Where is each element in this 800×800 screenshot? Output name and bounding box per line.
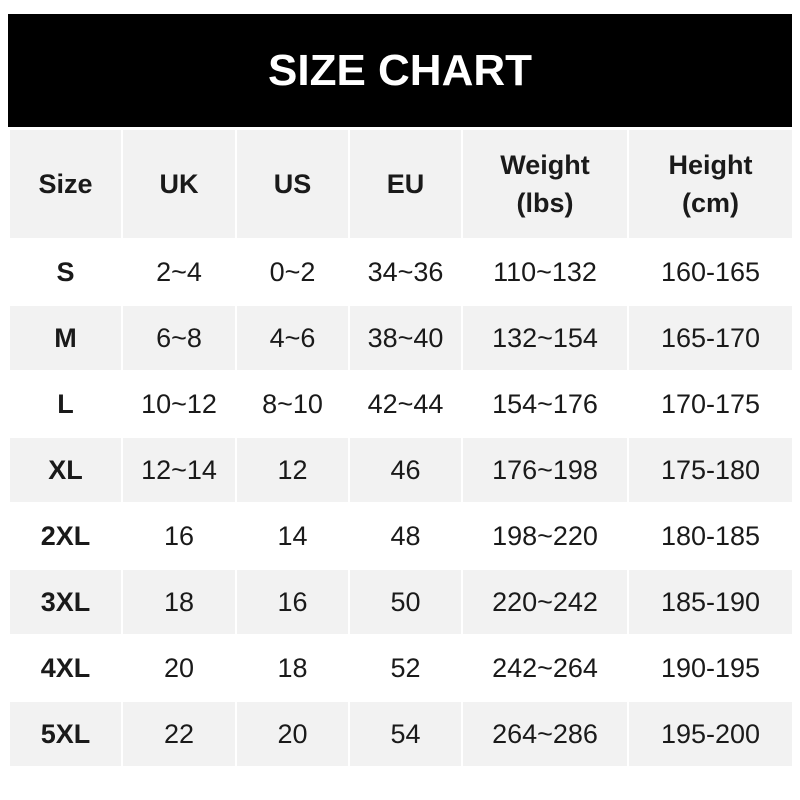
table-cell: 0~2 bbox=[235, 238, 350, 306]
table-cell: 180-185 bbox=[627, 502, 794, 570]
table-cell: 48 bbox=[348, 502, 463, 570]
table-cell: 14 bbox=[235, 502, 350, 570]
table-row: S 2~4 0~2 34~36 110~132 160-165 bbox=[8, 238, 794, 306]
column-header: US bbox=[235, 128, 350, 240]
table-cell: 20 bbox=[235, 700, 350, 768]
table-cell: 12~14 bbox=[121, 436, 237, 504]
table-cell: 16 bbox=[235, 568, 350, 636]
table-cell: 20 bbox=[121, 634, 237, 702]
table-cell: 242~264 bbox=[461, 634, 629, 702]
table-cell: 34~36 bbox=[348, 238, 463, 306]
column-header-text: US bbox=[273, 169, 312, 199]
table-row: 5XL 22 20 54 264~286 195-200 bbox=[8, 700, 794, 768]
table-cell: 160-165 bbox=[627, 238, 794, 306]
size-chart-table: Size UK US EU Weight (lbs) Height (cm) S 2~4 0~2 3… bbox=[8, 128, 794, 768]
size-cell: XL bbox=[8, 436, 123, 504]
table-cell: 52 bbox=[348, 634, 463, 702]
column-header-text: (cm) bbox=[681, 188, 739, 218]
header-row: Size UK US EU Weight (lbs) Height (cm) bbox=[8, 128, 794, 240]
table-row: 3XL 18 16 50 220~242 185-190 bbox=[8, 568, 794, 636]
table-cell: 132~154 bbox=[461, 304, 629, 372]
size-cell: L bbox=[8, 370, 123, 438]
table-cell: 50 bbox=[348, 568, 463, 636]
table-cell: 18 bbox=[235, 634, 350, 702]
column-header-text: Size bbox=[38, 169, 93, 199]
size-cell: 3XL bbox=[8, 568, 123, 636]
table-cell: 176~198 bbox=[461, 436, 629, 504]
table-cell: 2~4 bbox=[121, 238, 237, 306]
table-cell: 22 bbox=[121, 700, 237, 768]
table-cell: 198~220 bbox=[461, 502, 629, 570]
column-header: EU bbox=[348, 128, 463, 240]
size-cell: S bbox=[8, 238, 123, 306]
table-cell: 16 bbox=[121, 502, 237, 570]
table-cell: 110~132 bbox=[461, 238, 629, 306]
column-header: UK bbox=[121, 128, 237, 240]
table-cell: 12 bbox=[235, 436, 350, 504]
table-cell: 38~40 bbox=[348, 304, 463, 372]
column-header: Weight (lbs) bbox=[461, 128, 629, 240]
table-cell: 8~10 bbox=[235, 370, 350, 438]
column-header-text: UK bbox=[159, 169, 199, 199]
size-cell: 4XL bbox=[8, 634, 123, 702]
table-cell: 185-190 bbox=[627, 568, 794, 636]
table-row: XL 12~14 12 46 176~198 175-180 bbox=[8, 436, 794, 504]
table-row: L 10~12 8~10 42~44 154~176 170-175 bbox=[8, 370, 794, 438]
column-header-text: Height bbox=[668, 150, 753, 180]
size-cell: M bbox=[8, 304, 123, 372]
table-cell: 4~6 bbox=[235, 304, 350, 372]
table-row: 2XL 16 14 48 198~220 180-185 bbox=[8, 502, 794, 570]
table-cell: 42~44 bbox=[348, 370, 463, 438]
table-cell: 46 bbox=[348, 436, 463, 504]
table-cell: 175-180 bbox=[627, 436, 794, 504]
table-cell: 10~12 bbox=[121, 370, 237, 438]
table-cell: 220~242 bbox=[461, 568, 629, 636]
column-header: Size bbox=[8, 128, 123, 240]
column-header-text: EU bbox=[386, 169, 425, 199]
table-cell: 18 bbox=[121, 568, 237, 636]
table-cell: 165-170 bbox=[627, 304, 794, 372]
size-cell: 5XL bbox=[8, 700, 123, 768]
table-cell: 195-200 bbox=[627, 700, 794, 768]
page-title: SIZE CHART bbox=[8, 14, 792, 127]
table-row: M 6~8 4~6 38~40 132~154 165-170 bbox=[8, 304, 794, 372]
column-header-text: Weight bbox=[500, 150, 590, 180]
table-row: 4XL 20 18 52 242~264 190-195 bbox=[8, 634, 794, 702]
table-cell: 154~176 bbox=[461, 370, 629, 438]
table-cell: 6~8 bbox=[121, 304, 237, 372]
table-cell: 264~286 bbox=[461, 700, 629, 768]
table-cell: 170-175 bbox=[627, 370, 794, 438]
table-cell: 54 bbox=[348, 700, 463, 768]
table-cell: 190-195 bbox=[627, 634, 794, 702]
column-header: Height (cm) bbox=[627, 128, 794, 240]
column-header-text: (lbs) bbox=[516, 188, 574, 218]
size-cell: 2XL bbox=[8, 502, 123, 570]
